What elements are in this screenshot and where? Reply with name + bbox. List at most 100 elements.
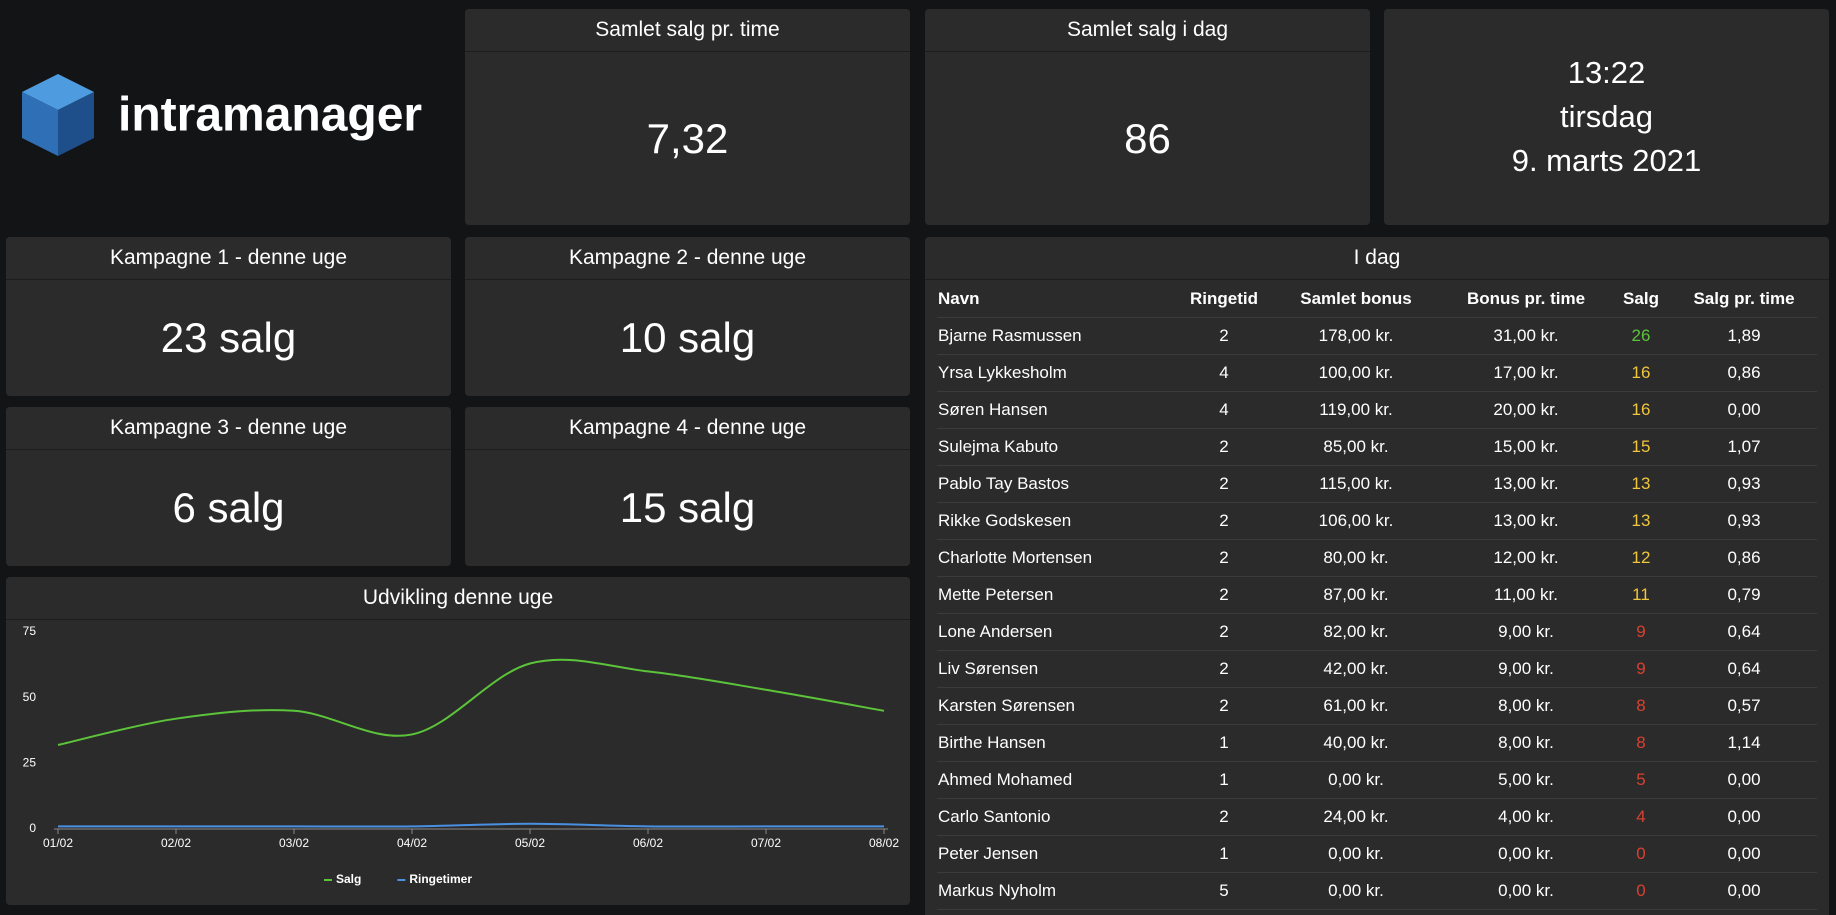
table-cell: 4,00 kr. xyxy=(1441,798,1611,836)
campaign-value: 6 salg xyxy=(172,484,285,531)
panel-title: Udvikling denne uge xyxy=(6,577,910,620)
panel-title: Samlet salg pr. time xyxy=(465,9,910,52)
legend-label: Salg xyxy=(336,872,361,886)
table-cell: 9,00 kr. xyxy=(1441,613,1611,651)
table-cell: 1 xyxy=(1177,724,1271,762)
table-cell: 5 xyxy=(1611,761,1671,799)
campaign-body: 23 salg xyxy=(6,280,451,396)
table-cell: 0,00 xyxy=(1671,798,1817,836)
table-cell: 5,00 kr. xyxy=(1441,761,1611,799)
clock-panel: 13:22 tirsdag 9. marts 2021 xyxy=(1384,9,1829,225)
kpi-panel: Samlet salg i dag 86 xyxy=(925,9,1370,225)
campaign-value: 10 salg xyxy=(619,314,756,361)
x-tick-label: 02/02 xyxy=(161,836,191,850)
table-cell: Bjarne Rasmussen xyxy=(937,317,1177,355)
table-cell: Rikke Godskesen xyxy=(937,502,1177,540)
table-cell: 0,00 xyxy=(1671,761,1817,799)
table-cell: 178,00 kr. xyxy=(1271,317,1441,355)
panel-title: Kampagne 1 - denne uge xyxy=(6,237,451,280)
table-cell: 16 xyxy=(1611,391,1671,429)
table-cell: 2 xyxy=(1177,465,1271,503)
table-cell: Markus Nyholm xyxy=(937,872,1177,910)
x-tick-label: 01/02 xyxy=(43,836,73,850)
table-cell: 1,14 xyxy=(1671,724,1817,762)
cube-right xyxy=(58,92,94,156)
table-cell: 13 xyxy=(1611,465,1671,503)
table-row: Lone Andersen 2 82,00 kr. 9,00 kr. 9 0,64 xyxy=(937,613,1817,651)
table-cell: 31,00 kr. xyxy=(1441,317,1611,355)
kpi-panel: Samlet salg pr. time 7,32 xyxy=(465,9,910,225)
table-cell: 0,00 xyxy=(1671,909,1817,915)
campaign-panel: Kampagne 1 - denne uge 23 salg xyxy=(6,237,451,396)
campaign-value: 23 salg xyxy=(160,314,297,361)
series-line xyxy=(57,822,884,828)
table-cell: 2 xyxy=(1177,613,1271,651)
table-cell: 0,86 xyxy=(1671,539,1817,577)
legend-label: Ringetimer xyxy=(409,872,472,886)
table-cell: 100,00 kr. xyxy=(1271,354,1441,392)
table-row: Rikke Godskesen 2 106,00 kr. 13,00 kr. 13 0,9… xyxy=(937,502,1817,540)
table-row: Liv Sørensen 2 42,00 kr. 9,00 kr. 9 0,64 xyxy=(937,650,1817,688)
table-row: Peter Jensen 1 0,00 kr. 0,00 kr. 0 0,00 xyxy=(937,835,1817,873)
clock-weekday: tirsdag xyxy=(1559,99,1654,134)
kpi-body: 86 xyxy=(925,52,1370,225)
table-cell: 0,64 xyxy=(1671,613,1817,651)
table-cell: 8,00 kr. xyxy=(1441,724,1611,762)
table-cell: 0,93 xyxy=(1671,502,1817,540)
table-cell: 85,00 kr. xyxy=(1271,428,1441,466)
table-cell: 2 xyxy=(1177,798,1271,836)
table-cell: Peter Jensen xyxy=(937,835,1177,873)
panel-title: Kampagne 2 - denne uge xyxy=(465,237,910,280)
column-header: Samlet bonus xyxy=(1300,288,1412,308)
column-header: Salg pr. time xyxy=(1693,288,1795,308)
table-cell: 0,00 xyxy=(1671,835,1817,873)
x-tick-label: 03/02 xyxy=(279,836,309,850)
table-cell: Yrsa Lykkesholm xyxy=(937,354,1177,392)
table-cell: Søren Hansen xyxy=(937,391,1177,429)
y-tick-label: 75 xyxy=(23,624,37,638)
table-cell: 9,00 kr. xyxy=(1441,650,1611,688)
table-row: Markus Nyholm 5 0,00 kr. 0,00 kr. 0 0,00 xyxy=(937,872,1817,910)
table-cell: 42,00 kr. xyxy=(1271,650,1441,688)
table-cell: Liv Sørensen xyxy=(937,650,1177,688)
table-row: Carlo Santonio 2 24,00 kr. 4,00 kr. 4 0,00 xyxy=(937,798,1817,836)
campaign-panel: Kampagne 4 - denne uge 15 salg xyxy=(465,407,910,566)
table-row: Birthe Hansen 1 40,00 kr. 8,00 kr. 8 1,14 xyxy=(937,724,1817,762)
panel-title: I dag xyxy=(925,237,1829,280)
table-cell: 12,00 kr. xyxy=(1441,539,1611,577)
thead: Navn Ringetid Samlet bonus Bonus pr. time Sa… xyxy=(937,280,1817,318)
table-row: Sulejma Kabuto 2 85,00 kr. 15,00 kr. 15 1,07 xyxy=(937,428,1817,466)
logo-text: intramanager xyxy=(118,89,422,142)
table-cell: 0,86 xyxy=(1671,354,1817,392)
clock-date: 9. marts 2021 xyxy=(1511,143,1702,178)
table-cell: Karsten Sørensen xyxy=(937,687,1177,725)
x-tick-label: 05/02 xyxy=(515,836,545,850)
chart: 0 25 50 75 01/02 02/02 03/02 04/02 05/02 06/02 07/… xyxy=(23,624,900,886)
table-cell: 0,93 xyxy=(1671,465,1817,503)
table-cell: 24,00 kr. xyxy=(1271,798,1441,836)
table-cell: 40,00 kr. xyxy=(1271,724,1441,762)
table-cell: 61,00 kr. xyxy=(1271,687,1441,725)
table-cell: 0,00 kr. xyxy=(1441,835,1611,873)
clock-body: 13:22 tirsdag 9. marts 2021 xyxy=(1384,9,1829,225)
table-cell: 106,00 kr. xyxy=(1271,502,1441,540)
table-cell: 4 xyxy=(1177,354,1271,392)
kpi-body: 7,32 xyxy=(465,52,910,225)
data-table: Navn Ringetid Samlet bonus Bonus pr. time Sa… xyxy=(937,280,1817,915)
column-header: Salg xyxy=(1623,288,1659,308)
series-line xyxy=(57,658,885,746)
table-cell: Lone Andersen xyxy=(937,613,1177,651)
table-cell: 2 xyxy=(1177,576,1271,614)
table-cell: 0,57 xyxy=(1671,687,1817,725)
table-cell: 0,00 kr. xyxy=(1441,909,1611,915)
table-panel: I dag Navn Ringetid Samlet bonus Bonus pr. t… xyxy=(925,237,1829,915)
table-cell: 1 xyxy=(1177,909,1271,915)
table-cell: 0,00 kr. xyxy=(1271,761,1441,799)
cube-left xyxy=(22,92,58,156)
campaign-panel: Kampagne 3 - denne uge 6 salg xyxy=(6,407,451,566)
table-cell: 0 xyxy=(1611,909,1671,915)
table-cell: Pablo Tay Bastos xyxy=(937,465,1177,503)
table-cell: 82,00 kr. xyxy=(1271,613,1441,651)
table-cell: 2 xyxy=(1177,687,1271,725)
